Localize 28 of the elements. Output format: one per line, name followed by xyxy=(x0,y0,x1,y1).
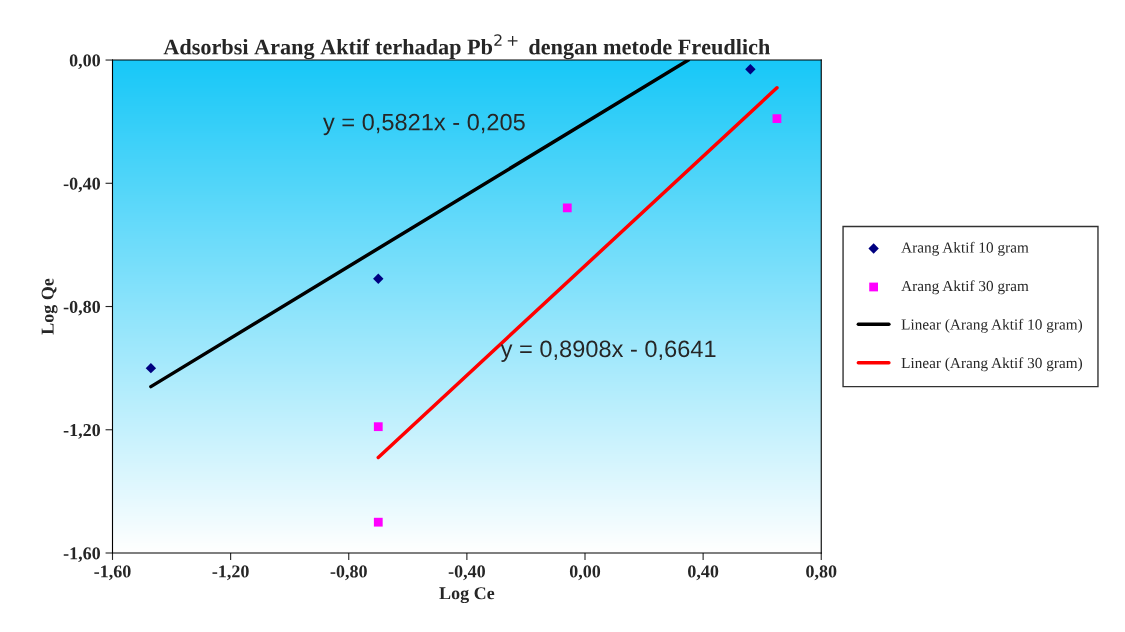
x-tick-label: 0,40 xyxy=(688,565,719,581)
annotation: y = 0,8908x - 0,6641 xyxy=(500,340,716,362)
chart-title: Adsorbsi Arang Aktif terhadap Pb$^{2+}$ dengan metode Freudlich xyxy=(163,34,770,60)
x-tick-label: -0,40 xyxy=(448,565,485,581)
point xyxy=(145,362,157,374)
y-tick-label: -0,40 xyxy=(63,177,101,193)
y-tick-label: -1,20 xyxy=(63,424,101,439)
y-tick-label: 0,00 xyxy=(69,54,101,70)
point xyxy=(373,422,383,432)
y-axis-title: Log Qe xyxy=(41,278,58,335)
x-tick-label: 0,00 xyxy=(569,565,601,581)
x-axis-title: Log Ce xyxy=(439,587,495,604)
point xyxy=(745,64,756,75)
y-tick-label: -0,80 xyxy=(63,300,101,316)
y-tick-label: -1,60 xyxy=(63,547,101,563)
legend-label: Arang Aktif 30 gram xyxy=(901,280,1029,295)
legend-label: Linear (Arang Aktif 10 gram) xyxy=(901,318,1083,333)
x-tick-label: -1,20 xyxy=(212,565,249,581)
legend-label: Linear (Arang Aktif 30 gram) xyxy=(901,357,1083,372)
legend-label: Arang Aktif 10 gram xyxy=(901,241,1029,256)
annotation: y = 0,5821x - 0,205 xyxy=(323,113,525,136)
point xyxy=(373,517,383,527)
point xyxy=(772,114,782,123)
x-tick-label: -0,80 xyxy=(330,565,367,581)
x-tick-label: 0,80 xyxy=(806,565,837,581)
point xyxy=(373,273,384,284)
point xyxy=(562,203,572,213)
x-tick-label: -1,60 xyxy=(94,565,131,581)
